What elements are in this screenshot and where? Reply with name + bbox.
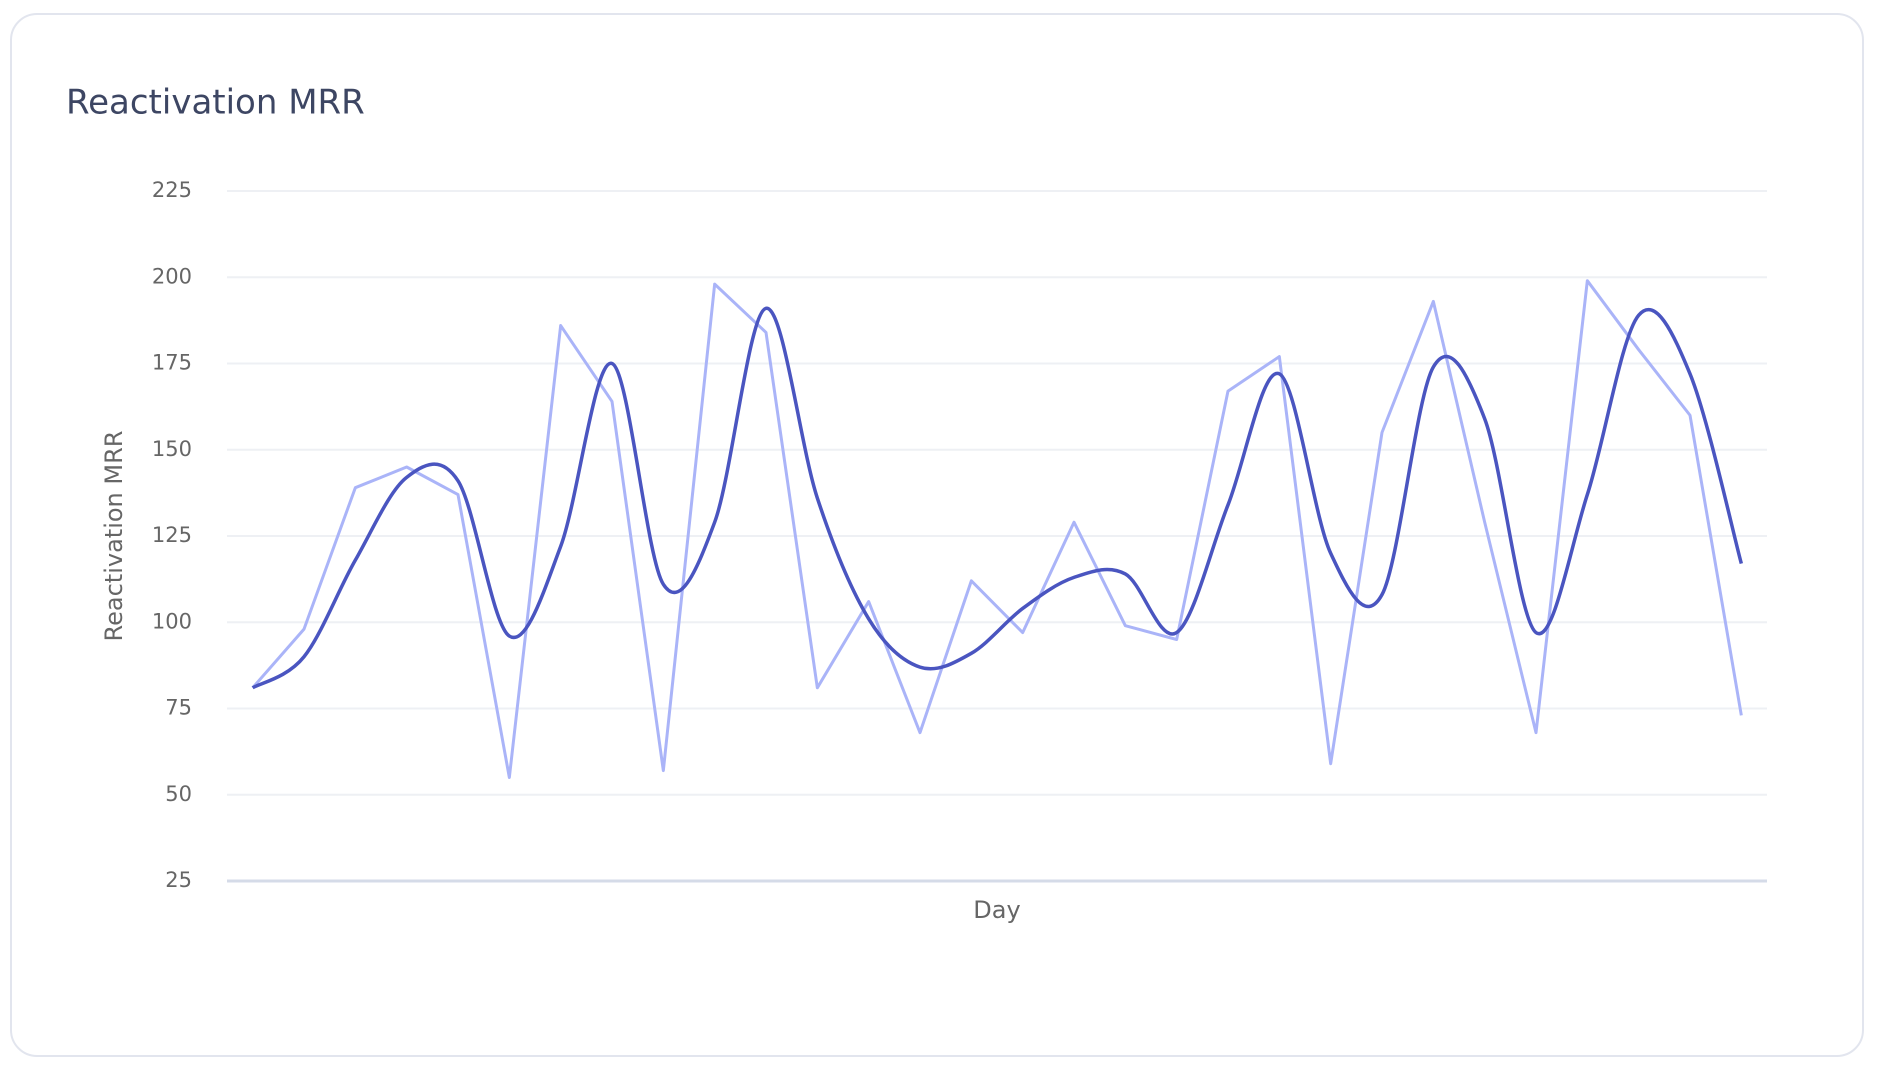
y-tick-label: 200 (152, 264, 192, 288)
y-tick-label: 125 (152, 523, 192, 547)
y-tick-label: 175 (152, 351, 192, 375)
series-line (251, 306, 1744, 690)
y-tick-label: 75 (165, 696, 192, 720)
y-axis-label: Reactivation MRR (100, 431, 128, 642)
series-line (251, 279, 1743, 779)
y-tick-label: 25 (165, 868, 192, 892)
y-tick-label: 225 (152, 178, 192, 202)
y-tick-label: 150 (152, 437, 192, 461)
x-axis-label: Day (973, 896, 1020, 924)
chart-title: Reactivation MRR (66, 83, 365, 123)
y-tick-label: 50 (165, 782, 192, 806)
y-tick-label: 100 (152, 609, 192, 633)
